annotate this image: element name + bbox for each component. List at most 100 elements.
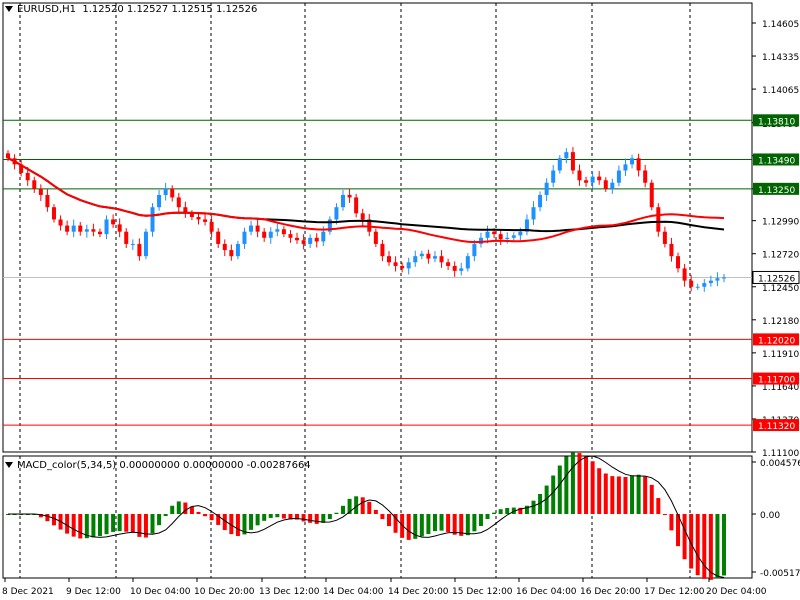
candle-body	[386, 256, 391, 263]
macd-bar	[308, 514, 313, 523]
macd-bar	[222, 514, 227, 531]
macd-bar	[544, 485, 549, 514]
macd-bar	[406, 514, 411, 540]
macd-bar	[170, 505, 175, 514]
candle-body	[702, 283, 707, 287]
macd-bar	[104, 514, 109, 535]
macd-bar	[347, 498, 352, 514]
macd-bar	[636, 474, 641, 514]
macd-bar	[610, 476, 615, 514]
macd-bar	[426, 514, 431, 535]
macd-bar	[557, 465, 562, 514]
candle-body	[597, 176, 602, 181]
symbol-timeframe: EURUSD,H1	[17, 4, 77, 15]
candle-body	[249, 225, 254, 232]
candle-body	[426, 253, 431, 259]
candle-body	[590, 176, 595, 183]
price-label: 1.12180	[762, 317, 799, 327]
candle-body	[130, 243, 135, 245]
macd-bar	[656, 498, 661, 514]
time-label: 9 Dec 12:00	[66, 587, 121, 597]
candle-body	[209, 221, 214, 232]
macd-axis-label: 0.00	[760, 511, 780, 521]
candle-body	[196, 216, 201, 220]
candle-body	[400, 265, 405, 269]
macd-bar	[452, 514, 457, 535]
candle-body	[189, 213, 194, 217]
macd-bar	[439, 514, 444, 531]
candle-body	[360, 213, 365, 220]
candle-body	[97, 231, 102, 235]
candle-body	[117, 224, 122, 232]
price-label: 1.12990	[762, 218, 799, 228]
macd-bar	[616, 476, 621, 514]
macd-bar	[189, 506, 194, 514]
candle-body	[505, 237, 510, 240]
price-label: 1.14065	[762, 86, 799, 96]
price-label: 1.11640	[762, 383, 799, 393]
candle-body	[25, 172, 30, 181]
macd-bar	[498, 509, 503, 514]
macd-bar	[702, 514, 707, 579]
macd-bar	[235, 514, 240, 537]
macd-bar	[413, 514, 418, 539]
macd-bar	[505, 507, 510, 514]
time-label: 17 Dec 12:00	[644, 587, 705, 597]
level-box-support	[753, 419, 799, 432]
level-box-resistance	[753, 114, 799, 127]
time-label: 14 Dec 20:00	[388, 587, 449, 597]
macd-bar	[295, 514, 300, 520]
candle-body	[413, 256, 418, 263]
macd-bar	[183, 502, 188, 514]
ma-fast-line	[7, 157, 725, 244]
macd-axis-label: 0.0045767	[760, 459, 800, 469]
time-label: 10 Dec 04:00	[130, 587, 191, 597]
macd-bar	[689, 514, 694, 569]
macd-bar	[65, 514, 70, 534]
level-label: 1.11320	[758, 422, 795, 432]
candle-body	[492, 231, 497, 235]
candle-body	[170, 188, 175, 198]
macd-bar	[38, 514, 43, 518]
macd-bar	[380, 514, 385, 520]
macd-bar	[695, 514, 700, 576]
macd-bar	[124, 514, 129, 532]
macd-bar	[196, 511, 201, 514]
macd-bar	[446, 514, 451, 532]
candle-body	[636, 158, 641, 171]
macd-bar	[354, 496, 359, 514]
macd-bar	[623, 477, 628, 514]
macd-bar	[157, 514, 162, 526]
dropdown-triangle-icon	[5, 6, 13, 12]
candle-body	[564, 152, 569, 159]
macd-bar	[242, 514, 247, 535]
candle-body	[229, 250, 234, 257]
macd-bar	[485, 514, 490, 520]
macd-bar	[570, 452, 575, 514]
candle-body	[262, 231, 267, 238]
macd-bar	[715, 514, 720, 579]
candle-body	[295, 237, 300, 241]
macd-bar	[143, 514, 148, 538]
macd-bar	[649, 484, 654, 514]
level-label: 1.13490	[758, 156, 795, 166]
candle-body	[255, 225, 260, 232]
candle-body	[544, 182, 549, 195]
candle-body	[531, 207, 536, 220]
macd-bar	[584, 456, 589, 514]
candle-body	[452, 265, 457, 271]
candle-body	[682, 268, 687, 281]
macd-bar	[45, 514, 50, 522]
candle-body	[38, 188, 43, 195]
price-label: 1.12720	[762, 251, 799, 261]
macd-bar	[419, 514, 424, 537]
candle-body	[676, 256, 681, 269]
macd-bar	[669, 514, 674, 531]
price-label: 1.11100	[762, 449, 799, 459]
macd-bar	[551, 475, 556, 514]
candle-body	[498, 234, 503, 240]
macd-bar	[682, 514, 687, 560]
candle-body	[281, 229, 286, 235]
macd-bar	[91, 514, 96, 538]
